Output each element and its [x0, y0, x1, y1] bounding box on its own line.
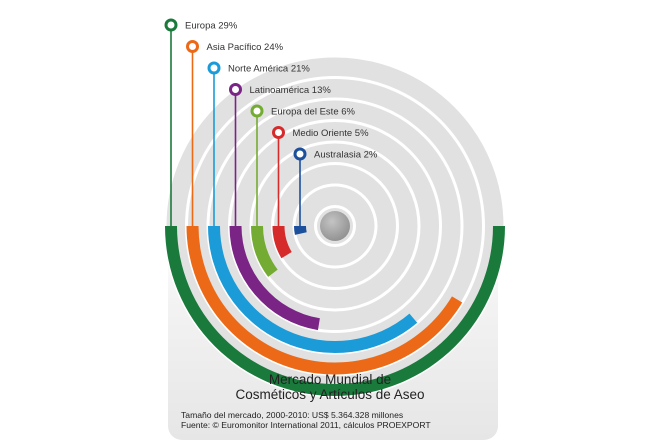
chart-title: Mercado Mundial de Cosméticos y Artículo…	[200, 372, 460, 402]
marker-asia-pacifico	[186, 40, 199, 53]
marker-latinoamerica	[229, 83, 242, 96]
marker-europa	[164, 18, 178, 32]
bar-asia-pacifico	[186, 226, 463, 375]
marker-europa-del-este	[250, 104, 264, 118]
label-latinoamerica: Latinoamérica 13%	[250, 85, 332, 96]
marker-medio-oriente	[272, 126, 285, 139]
bar-latinoamerica	[229, 226, 320, 331]
label-australasia: Australasia 2%	[314, 150, 378, 161]
label-norte-america: Norte América 21%	[228, 64, 310, 75]
bar-norte-america	[208, 226, 418, 354]
bar-australasia	[294, 226, 307, 235]
label-europa-del-este: Europa del Este 6%	[271, 107, 356, 118]
bar-medio-oriente	[272, 226, 292, 259]
bar-europa-del-este	[251, 226, 278, 277]
label-asia-pacifico: Asia Pacífico 24%	[207, 42, 284, 53]
chart-title-line2: Cosméticos y Artículos de Aseo	[235, 387, 425, 402]
market-size-note: Tamaño del mercado, 2000-2010: US$ 5.364…	[181, 410, 404, 420]
label-europa: Europa 29%	[185, 21, 238, 32]
marker-norte-america	[207, 61, 221, 75]
label-medio-oriente: Medio Oriente 5%	[293, 128, 370, 139]
source-note: Fuente: © Euromonitor International 2011…	[181, 420, 431, 430]
chart-title-line1: Mercado Mundial de	[268, 372, 392, 387]
marker-australasia	[293, 147, 307, 161]
center-hub	[320, 211, 350, 241]
